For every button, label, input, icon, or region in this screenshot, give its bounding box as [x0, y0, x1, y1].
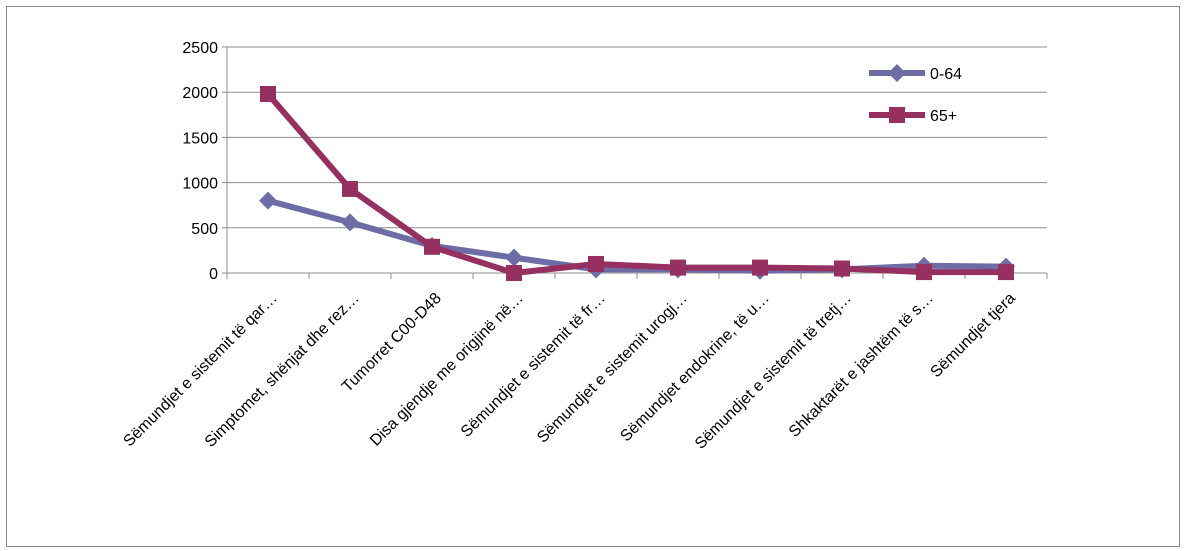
axes [222, 46, 1048, 279]
legend-marker [888, 64, 906, 82]
legend: 0-64 65+ [869, 64, 962, 125]
data-point [506, 265, 522, 281]
y-tick-label: 2500 [182, 40, 218, 57]
x-tick-label: Simptomet, shënjat dhe rez… [202, 290, 363, 451]
x-tick-label: Disa gjendje me origjinë në… [367, 290, 527, 450]
data-point [588, 255, 604, 272]
chart-frame [6, 6, 1180, 547]
legend-item: 0-64 [869, 64, 962, 83]
y-tick-label: 2000 [182, 85, 218, 102]
data-point [342, 180, 358, 197]
legend-label: 0-64 [930, 66, 962, 83]
x-tick-label: Shkaktarët e jashtëm të s… [786, 290, 937, 441]
legend-label: 65+ [930, 108, 957, 125]
x-tick-label: Sëmundjet e sistemit të fr… [458, 290, 609, 441]
data-point [998, 264, 1014, 281]
x-tick-label: Sëmundjet e sistemit të tretj… [692, 290, 855, 453]
x-tick-label: Sëmundjet e sistemit urogj… [534, 290, 691, 447]
x-tick-label: Sëmundjet endokrine, të u… [617, 290, 772, 445]
series-lines [259, 86, 1015, 281]
y-tick-label: 0 [209, 266, 218, 283]
x-tick-label: Sëmundjet e sistemit të qar… [120, 290, 280, 450]
y-tick-labels: 2500 2000 1500 1000 500 0 [182, 40, 218, 283]
data-point [752, 259, 768, 276]
series-line [265, 91, 1009, 276]
data-point [341, 213, 359, 232]
series-2 [260, 86, 1014, 281]
x-tick-label: Sëmundjet tjera [928, 290, 1019, 381]
y-tick-label: 1500 [182, 130, 218, 147]
gridlines [227, 46, 1047, 274]
data-point [670, 259, 686, 276]
legend-item: 65+ [869, 107, 957, 125]
data-point [505, 248, 523, 267]
data-point [424, 238, 440, 255]
data-point [259, 191, 277, 210]
y-tick-label: 500 [191, 221, 218, 238]
data-point [260, 86, 276, 103]
x-tick-labels: Sëmundjet e sistemit të qar…Simptomet, s… [120, 290, 1018, 453]
data-point [916, 264, 932, 281]
legend-marker [889, 107, 905, 123]
y-tick-label: 1000 [182, 176, 218, 193]
data-point [834, 260, 850, 277]
